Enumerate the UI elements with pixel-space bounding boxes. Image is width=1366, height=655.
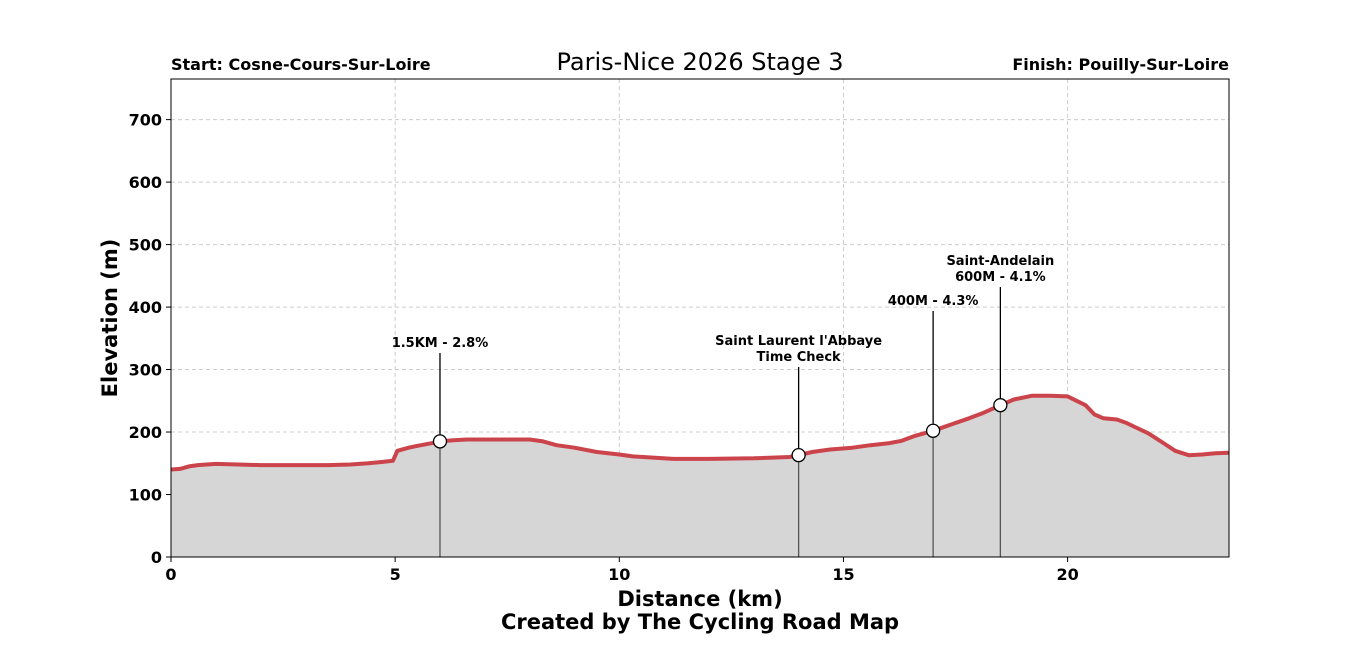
x-axis-label: Distance (km) [617,587,782,611]
marker-point-icon [925,423,941,438]
y-tick-label: 600 [129,173,162,192]
y-tick-label: 0 [151,548,162,567]
start-label: Start: Cosne-Cours-Sur-Loire [171,55,431,74]
marker-label: 400M - 4.3% [888,294,979,309]
y-tick-label: 100 [129,486,162,505]
marker-stems [439,405,1002,557]
elevation-area [171,395,1229,557]
marker-label: Time Check [757,350,842,365]
marker-label: 600M - 4.1% [955,270,1046,285]
footer-credit: Created by The Cycling Road Map [501,610,899,634]
marker-point-icon [432,434,448,449]
y-axis-label: Elevation (m) [98,239,122,398]
y-tick-label: 700 [129,111,162,130]
y-tick-label: 200 [129,423,162,442]
marker-label: 1.5KM - 2.8% [392,336,489,351]
marker-point-icon [791,448,806,463]
x-tick-label: 10 [608,565,630,584]
x-tick-label: 15 [832,565,854,584]
elevation-line [170,393,1230,472]
y-tick-label: 400 [129,298,162,317]
chart-title: Paris-Nice 2026 Stage 3 [557,48,844,76]
y-tick-label: 300 [129,361,162,380]
marker-point-icon [993,398,1008,413]
x-tick-label: 20 [1056,565,1078,584]
finish-label: Finish: Pouilly-Sur-Loire [1012,55,1229,74]
marker-label: Saint Laurent l'Abbaye [715,334,882,349]
marker-label: Saint-Andelain [946,254,1054,269]
plot-frame [170,78,1230,558]
x-tick-label: 5 [390,565,401,584]
x-tick-label: 0 [165,565,176,584]
y-tick-label: 500 [129,236,162,255]
